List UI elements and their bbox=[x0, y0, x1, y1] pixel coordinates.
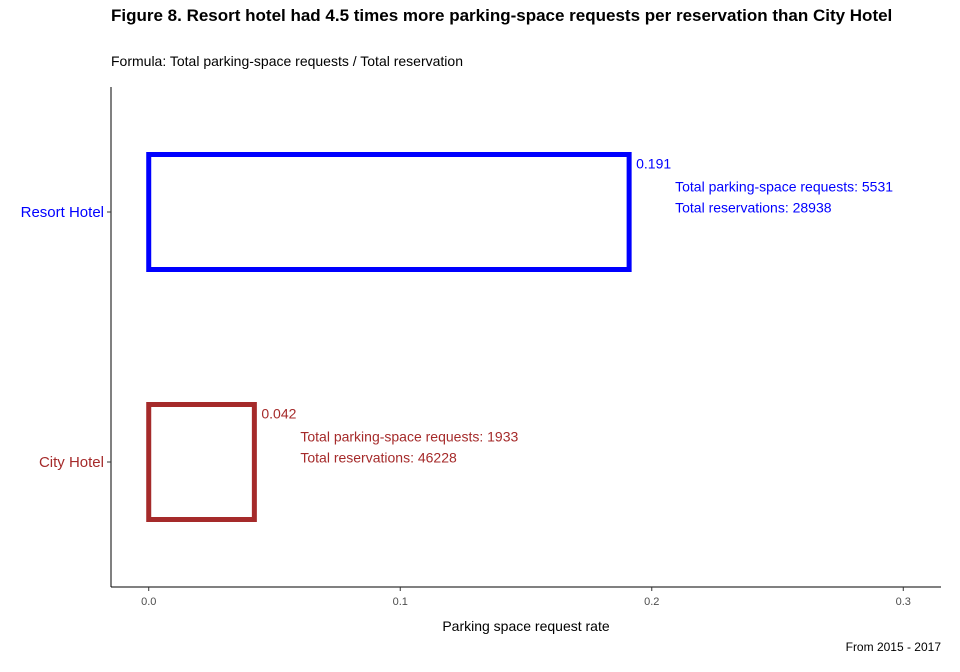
y-tick-label: City Hotel bbox=[39, 454, 104, 471]
x-tick-label: 0.3 bbox=[896, 596, 911, 608]
chart-caption: From 2015 - 2017 bbox=[845, 640, 941, 654]
bar bbox=[146, 152, 632, 272]
x-tick-label: 0.1 bbox=[393, 596, 408, 608]
annotation: Total reservations: 28938 bbox=[675, 200, 832, 216]
y-tick-label: Resort Hotel bbox=[21, 204, 104, 221]
data-label: 0.042 bbox=[261, 406, 296, 422]
bar bbox=[146, 402, 257, 522]
x-axis-title: Parking space request rate bbox=[442, 618, 610, 634]
x-tick-label: 0.0 bbox=[141, 596, 156, 608]
annotation: Total parking-space requests: 1933 bbox=[300, 429, 518, 445]
data-label: 0.191 bbox=[636, 156, 671, 172]
chart-subtitle: Formula: Total parking-space requests / … bbox=[111, 53, 463, 69]
x-tick-label: 0.2 bbox=[644, 596, 659, 608]
chart-title: Figure 8. Resort hotel had 4.5 times mor… bbox=[111, 6, 893, 25]
annotation: Total reservations: 46228 bbox=[300, 450, 457, 466]
annotation: Total parking-space requests: 5531 bbox=[675, 179, 893, 195]
